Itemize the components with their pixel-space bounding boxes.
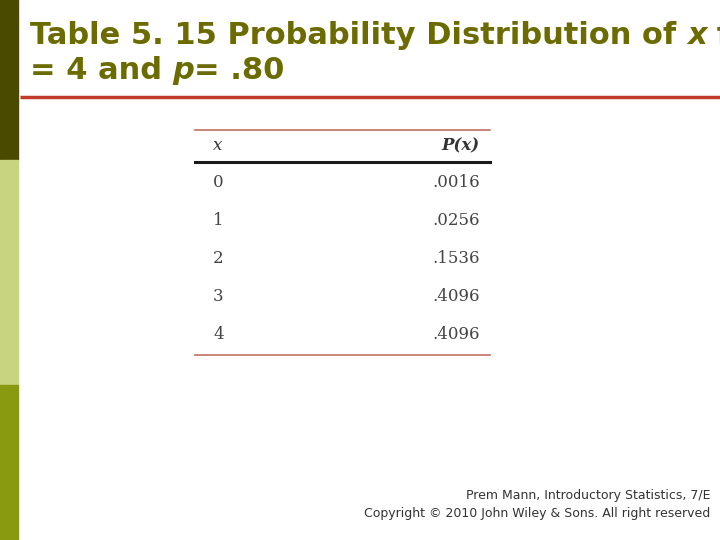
- Text: Prem Mann, Introductory Statistics, 7/E: Prem Mann, Introductory Statistics, 7/E: [466, 489, 710, 502]
- Text: x: x: [687, 21, 706, 50]
- Text: = .80: = .80: [194, 56, 285, 85]
- Text: Copyright © 2010 John Wiley & Sons. All right reserved: Copyright © 2010 John Wiley & Sons. All …: [364, 507, 710, 520]
- Text: Table 5. 15 Probability Distribution of: Table 5. 15 Probability Distribution of: [30, 21, 687, 50]
- Text: .1536: .1536: [433, 251, 480, 267]
- Text: p: p: [173, 56, 194, 85]
- Bar: [0, 385, 18, 540]
- Text: P(x): P(x): [442, 138, 480, 154]
- Text: .4096: .4096: [433, 288, 480, 306]
- Text: 4: 4: [213, 326, 224, 343]
- Text: 1: 1: [213, 212, 224, 230]
- Text: .0256: .0256: [433, 212, 480, 230]
- Text: .0016: .0016: [433, 174, 480, 191]
- Bar: [0, 160, 18, 385]
- Text: 0: 0: [213, 174, 224, 191]
- Text: .4096: .4096: [433, 326, 480, 343]
- Text: for: for: [706, 21, 720, 50]
- Text: 3: 3: [213, 288, 224, 306]
- Text: x: x: [213, 138, 222, 154]
- Bar: [0, 0, 18, 160]
- Text: = 4 and: = 4 and: [30, 56, 173, 85]
- Text: 2: 2: [213, 251, 224, 267]
